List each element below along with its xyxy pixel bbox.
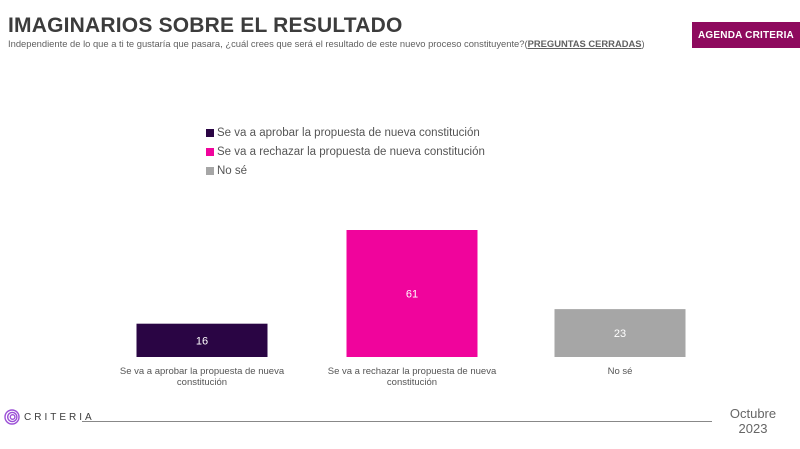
footer-divider [82,421,712,422]
legend-item-dont-know: No sé [206,161,485,180]
category-label-approve: constitución [177,377,227,388]
legend-label: Se va a aprobar la propuesta de nueva co… [217,126,480,139]
legend-item-reject: Se va a rechazar la propuesta de nueva c… [206,142,485,161]
criteria-logo: CRITERIA [4,409,95,425]
footer-date: Octubre 2023 [718,406,788,436]
legend-swatch [206,147,214,156]
page-title: IMAGINARIOS SOBRE EL RESULTADO [8,14,403,37]
page-subtitle: Independiente de lo que a ti te gustaría… [8,38,668,49]
bar-approve [136,323,268,357]
category-label-approve: Se va a aprobar la propuesta de nueva [120,366,285,377]
footer-date-year: 2023 [738,421,768,436]
data-label-dont-know: 23 [614,328,626,340]
logo-text: CRITERIA [24,411,95,423]
criteria-logo-icon [4,409,20,425]
footer-date-month: Octubre [729,406,777,421]
subtitle-link[interactable]: PREGUNTAS CERRADAS [527,38,642,49]
bar-reject [346,230,478,357]
legend-item-approve: Se va a aprobar la propuesta de nueva co… [206,123,485,142]
legend-swatch [206,128,214,137]
subtitle-text: Independiente de lo que a ti te gustaría… [8,38,528,49]
bar-dont-know [554,309,686,357]
legend-swatch [206,166,214,175]
chart-legend: Se va a aprobar la propuesta de nueva co… [206,123,485,180]
agenda-criteria-badge: AGENDA CRITERIA [692,22,800,48]
data-label-approve: 16 [196,335,208,347]
category-label-reject: Se va a rechazar la propuesta de nueva [328,366,497,377]
data-label-reject: 61 [406,289,418,301]
legend-label: No sé [217,164,248,177]
subtitle-end: ) [641,38,645,49]
category-label-dont-know: No sé [608,366,633,377]
legend-label: Se va a rechazar la propuesta de nueva c… [217,145,485,158]
category-label-reject: constitución [387,377,437,388]
